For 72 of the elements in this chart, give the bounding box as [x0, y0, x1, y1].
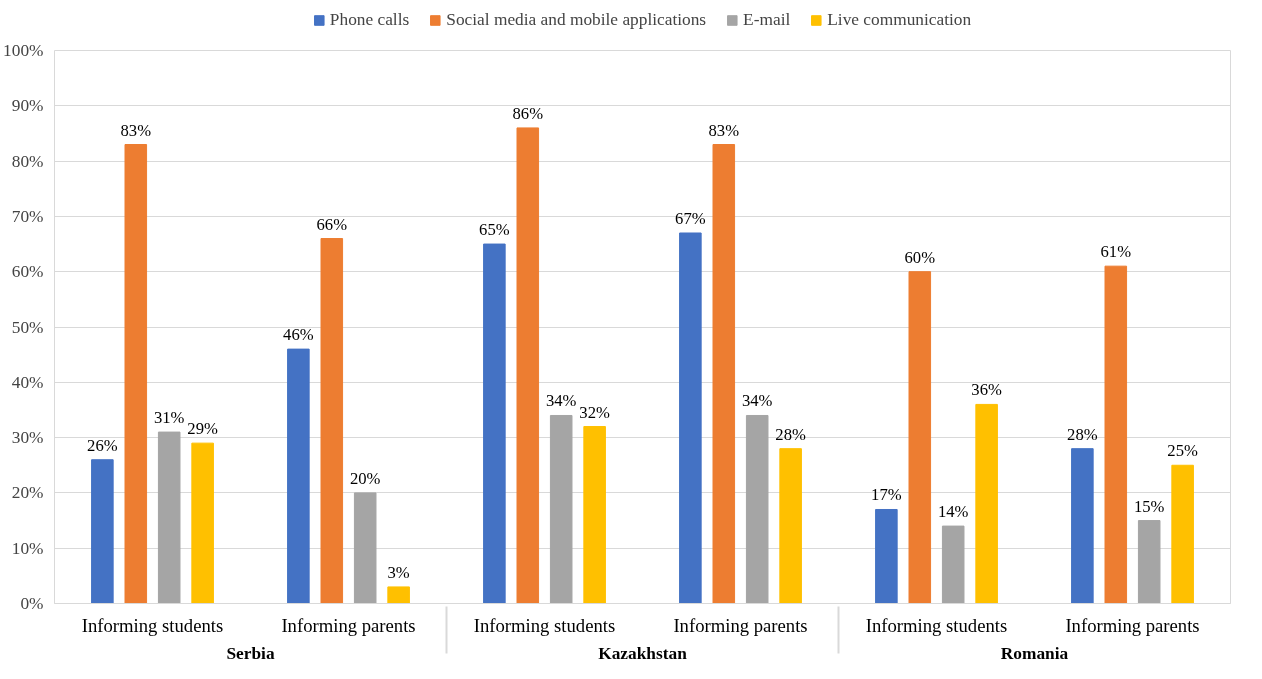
- data-label: 65%: [479, 220, 510, 240]
- bar: [191, 442, 214, 604]
- data-label: 66%: [316, 214, 348, 234]
- data-label: 3%: [387, 562, 410, 582]
- bar: [712, 144, 736, 604]
- data-label: 29%: [187, 419, 219, 439]
- y-tick-label: 100%: [3, 41, 44, 60]
- y-tick-label: 70%: [11, 206, 44, 226]
- x-tick-label: Informing parents: [281, 614, 416, 636]
- bar: [875, 508, 898, 604]
- y-tick-label: 30%: [11, 428, 44, 448]
- data-label: 34%: [545, 391, 577, 411]
- bar: [975, 403, 998, 604]
- y-tick-label: 80%: [11, 151, 44, 171]
- bar: [549, 414, 573, 604]
- bar: [483, 243, 506, 604]
- data-label: 28%: [1067, 424, 1098, 444]
- legend-label: Phone calls: [329, 10, 410, 30]
- legend-label: E-mail: [743, 10, 791, 30]
- bar: [1071, 448, 1094, 604]
- text: Romania: [1000, 643, 1069, 663]
- x-tick-label: Informing parents: [1065, 614, 1200, 636]
- data-label: 83%: [120, 120, 152, 140]
- bar: [353, 492, 377, 604]
- bar: [157, 431, 181, 604]
- bar: [320, 238, 344, 604]
- data-label: 31%: [153, 408, 185, 428]
- data-label: 20%: [349, 468, 381, 488]
- bar: [745, 414, 769, 604]
- data-label: 34%: [741, 391, 773, 411]
- bar: [91, 459, 114, 604]
- bar: [1171, 464, 1194, 604]
- data-label: 86%: [512, 103, 544, 123]
- bar: [387, 586, 410, 604]
- x-tick-label: Informing students: [473, 614, 616, 636]
- text: Serbia: [226, 643, 275, 663]
- bar: [1137, 520, 1161, 604]
- data-label: 17%: [871, 485, 902, 505]
- data-label: 83%: [708, 120, 740, 140]
- data-label: 36%: [971, 380, 1003, 400]
- bar: [516, 127, 540, 604]
- bar: [287, 348, 310, 604]
- data-label: 67%: [675, 208, 706, 228]
- data-label: 14%: [937, 502, 969, 522]
- y-tick-label: 50%: [11, 317, 44, 337]
- bar: [679, 232, 702, 604]
- y-tick-label: 60%: [11, 262, 44, 282]
- text: Kazakhstan: [598, 643, 688, 663]
- data-label: 25%: [1167, 441, 1199, 461]
- data-label: 32%: [579, 402, 611, 422]
- x-tick-label: Informing students: [81, 614, 224, 636]
- x-tick-label: Informing parents: [673, 614, 808, 636]
- legend-label: Social media and mobile applications: [446, 10, 707, 30]
- legend-label: Live communication: [827, 10, 972, 30]
- bar: [908, 271, 932, 604]
- bar: [124, 144, 148, 604]
- y-tick-label: 90%: [11, 96, 44, 116]
- data-label: 26%: [87, 435, 118, 455]
- bar: [1104, 265, 1128, 604]
- data-label: 60%: [904, 247, 936, 267]
- data-label: 61%: [1100, 242, 1132, 262]
- y-tick-label: 0%: [20, 594, 44, 613]
- bar: [583, 426, 606, 604]
- data-label: 46%: [283, 325, 314, 345]
- data-label: 28%: [775, 424, 807, 444]
- bar: [941, 525, 965, 604]
- bar: [779, 448, 802, 604]
- y-tick-label: 10%: [11, 538, 44, 558]
- data-label: 15%: [1133, 496, 1165, 516]
- y-tick-label: 20%: [11, 483, 44, 503]
- y-tick-label: 40%: [11, 372, 44, 392]
- x-tick-label: Informing students: [865, 614, 1008, 636]
